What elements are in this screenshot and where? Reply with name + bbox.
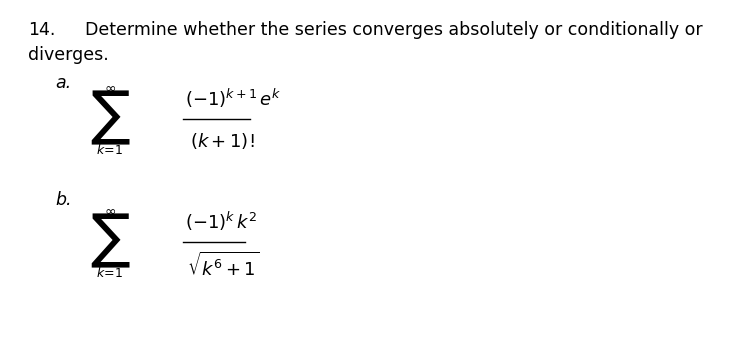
- Text: $\infty$: $\infty$: [104, 204, 116, 218]
- Text: $(-1)^{k}\, k^{2}$: $(-1)^{k}\, k^{2}$: [185, 209, 257, 233]
- Text: $(k+1)!$: $(k+1)!$: [190, 131, 254, 151]
- Text: $(-1)^{k+1}\, e^{k}$: $(-1)^{k+1}\, e^{k}$: [185, 86, 282, 110]
- Text: $\sum$: $\sum$: [90, 212, 130, 270]
- Text: b.: b.: [55, 191, 71, 209]
- Text: a.: a.: [55, 74, 71, 92]
- Text: 14.: 14.: [28, 21, 55, 39]
- Text: $k\!=\!1$: $k\!=\!1$: [96, 143, 123, 157]
- Text: $k\!=\!1$: $k\!=\!1$: [96, 266, 123, 280]
- Text: $\sum$: $\sum$: [90, 89, 130, 147]
- Text: $\infty$: $\infty$: [104, 81, 116, 95]
- Text: Determine whether the series converges absolutely or conditionally or: Determine whether the series converges a…: [85, 21, 703, 39]
- Text: $\sqrt{k^6+1}$: $\sqrt{k^6+1}$: [187, 252, 259, 280]
- Text: diverges.: diverges.: [28, 46, 109, 64]
